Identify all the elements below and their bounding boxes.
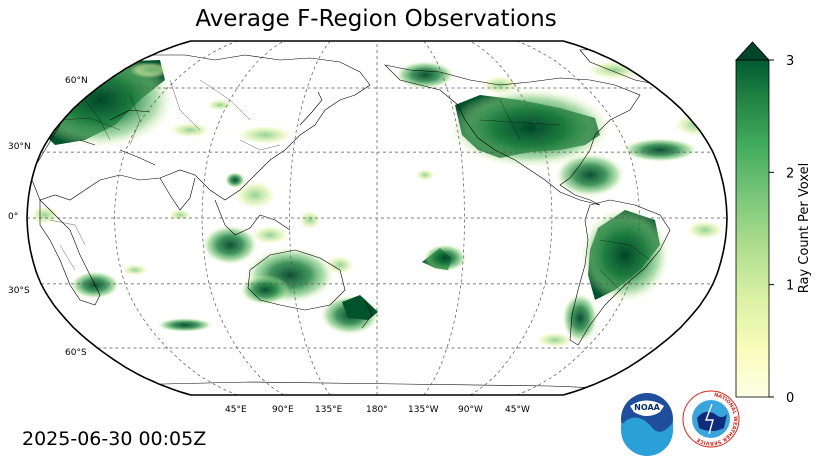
globe-outline [26,40,728,396]
meridian-gridline [201,41,285,395]
lon-label-90e: 90°E [272,405,294,415]
coast-australia [247,249,346,311]
colorbar-gradient [735,59,770,398]
coast-new-zealand [361,299,373,329]
noaa-logo-text: NOAA [634,403,660,412]
lat-label-0: 0° [8,212,18,222]
coast-japan [299,91,323,126]
lon-label-90w: 90°W [458,405,483,415]
colorbar-extend-arrow [735,41,770,61]
coast-se-asia [214,199,291,236]
timestamp: 2025-06-30 00:05Z [22,428,207,450]
colorbar: 0 1 2 3 Ray Count Per Voxel [735,41,812,406]
colorbar-tick-label: 0 [786,391,794,406]
coast-north-america [384,64,641,206]
nws-logo: NATIONAL WEATHER SERVICE [682,390,740,448]
coast-africa [39,199,101,306]
data-patch-indonesia [202,225,258,265]
coast-india [159,177,196,211]
colorbar-ticks: 0 1 2 3 [769,54,794,406]
ray-count-layer [27,52,725,348]
coast-south-america [569,199,671,346]
map-body [27,41,727,395]
gridlines [27,41,727,395]
lon-label-45e: 45°E [225,405,247,415]
colorbar-label: Ray Count Per Voxel [797,163,812,293]
meridian-gridline [114,41,238,395]
lat-label-60s: 60°S [65,348,87,358]
meridian-gridline [516,41,640,395]
lon-label-180: 180° [366,405,388,415]
lat-label-30n: 30°N [8,142,31,152]
latitude-labels: 60°N 30°N 0° 30°S 60°S [8,76,88,358]
map-title: Average F-Region Observations [195,6,557,32]
colorbar-tick-label: 3 [786,54,794,69]
noaa-logo: NOAA [621,393,673,456]
lat-label-30s: 30°S [8,286,30,296]
lat-label-60n: 60°N [65,76,88,86]
colorbar-tick-label: 2 [786,166,794,181]
lon-label-135w: 135°W [408,405,439,415]
colorbar-tick-label: 1 [786,279,794,294]
lon-label-45w: 45°W [505,405,530,415]
meridian-gridline [469,41,553,395]
lon-label-135e: 135°E [315,405,343,415]
longitude-labels: 45°E 90°E 135°E 180° 135°W 90°W 45°W [225,405,530,415]
